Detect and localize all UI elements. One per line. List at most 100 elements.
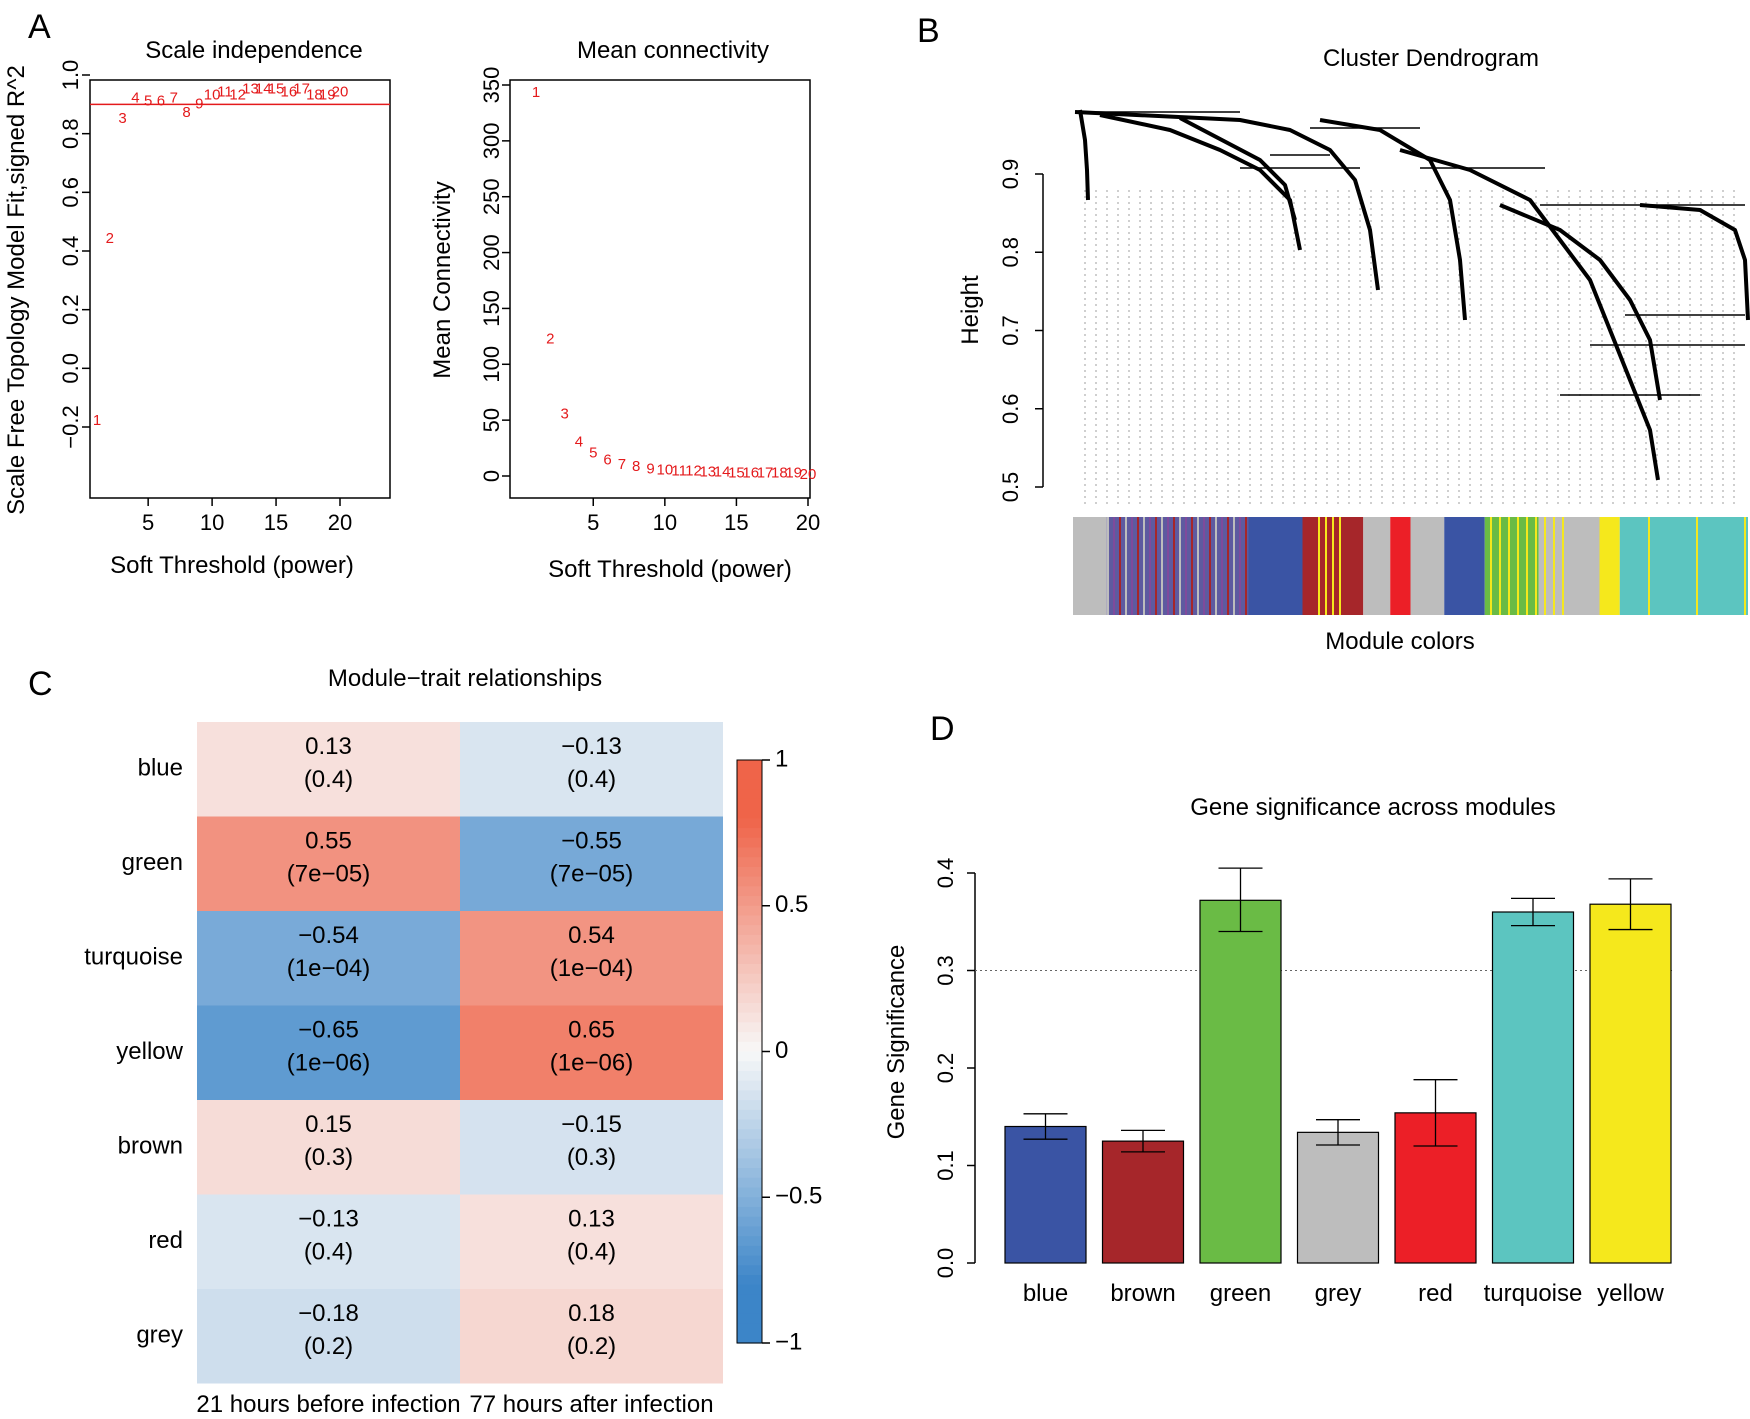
power-point: 13 (242, 81, 259, 98)
module-segment-blue (1444, 517, 1485, 615)
heatmap-cell (197, 1289, 460, 1384)
legend-swatch (737, 847, 762, 858)
module-stripe (1517, 517, 1519, 615)
correlation-value: 0.15 (305, 1111, 352, 1138)
power-point: 9 (195, 95, 203, 112)
legend-tick-label: −1 (775, 1328, 802, 1355)
module-stripe (1155, 517, 1157, 615)
power-point: 6 (157, 92, 165, 109)
gene-significance-x-labels: blue brown green grey red turquoise yellow (1023, 1280, 1665, 1307)
connectivity-point: 10 (656, 461, 673, 478)
column-label: 77 hours after infection (469, 1391, 713, 1418)
module-segment-green (1484, 517, 1539, 615)
dendrogram-branch (1179, 116, 1297, 221)
connectivity-point: 15 (728, 465, 745, 482)
p-value: (0.2) (304, 1333, 353, 1360)
y-tick-label: 200 (479, 234, 504, 271)
heatmap-cell (460, 816, 723, 911)
y-tick-label: 350 (479, 67, 504, 104)
legend-swatch (737, 993, 762, 1004)
legend-swatch (737, 905, 762, 917)
module-segment-turquoise (1619, 517, 1748, 615)
row-label-green: green (122, 849, 183, 876)
connectivity-point: 19 (785, 465, 802, 482)
module-stripe (1245, 517, 1247, 615)
mean-connectivity-y-axis: 0 50 100 150 200 250 300 350 (479, 67, 510, 482)
legend-swatch (737, 1032, 762, 1043)
dendrogram-ylabel: Height (957, 275, 984, 345)
gene-significance-y-axis: 0.0 0.1 0.2 0.3 0.4 (933, 858, 976, 1278)
dendrogram-branch (1319, 118, 1467, 321)
module-stripe (1562, 517, 1564, 615)
module-segment-yellow (1599, 517, 1620, 615)
connectivity-point: 9 (646, 460, 654, 477)
y-tick-label: 250 (479, 178, 504, 215)
connectivity-point: 5 (589, 445, 597, 462)
legend-swatch (737, 1168, 762, 1179)
legend-swatch (737, 1323, 762, 1334)
module-stripe (1149, 517, 1151, 615)
module-stripe (1185, 517, 1187, 615)
correlation-value: 0.54 (568, 922, 615, 949)
power-point: 2 (106, 230, 114, 247)
x-tick-label: 15 (264, 510, 288, 535)
scale-independence-x-axis: 5 10 15 20 (142, 498, 352, 535)
module-segment-grey (1363, 517, 1391, 615)
module-stripe (1508, 517, 1510, 615)
module-segment-grey (1410, 517, 1445, 615)
row-label-grey: grey (136, 1322, 183, 1349)
legend-swatch (737, 1022, 762, 1033)
power-point: 19 (319, 87, 336, 104)
legend-swatch (737, 954, 762, 965)
legend-swatch (737, 896, 762, 907)
heatmap-cell (460, 1100, 723, 1195)
x-label-turquoise: turquoise (1484, 1280, 1583, 1307)
dendrogram-y-axis: 0.5 0.6 0.7 0.8 0.9 (998, 159, 1044, 502)
module-stripe (1119, 517, 1121, 615)
module-segment-grey (1538, 517, 1600, 615)
power-point: 12 (229, 87, 246, 104)
legend-swatch (737, 1274, 762, 1286)
p-value: (0.4) (567, 766, 616, 793)
legend-swatch (737, 818, 762, 829)
correlation-value: −0.18 (298, 1300, 359, 1327)
power-point: 7 (170, 89, 178, 106)
power-point: 5 (144, 92, 152, 109)
legend-swatch (737, 1002, 762, 1014)
connectivity-point: 12 (685, 463, 702, 480)
legend-swatch (737, 760, 762, 771)
correlation-value: −0.55 (561, 828, 622, 855)
heatmap-cell (197, 1005, 460, 1100)
y-tick-label: 0.2 (58, 294, 83, 325)
heatmap-cell (460, 1194, 723, 1289)
power-point: 18 (306, 87, 323, 104)
x-label-blue: blue (1023, 1280, 1068, 1307)
legend-swatch (737, 798, 762, 810)
module-stripe (1191, 517, 1193, 615)
heatmap-row-labels: blue green turquoise yellow brown red grey (84, 755, 183, 1349)
legend-swatch (737, 1206, 762, 1218)
bar-grey (1296, 1131, 1380, 1264)
legend-swatch (737, 1255, 762, 1266)
heatmap-cell (460, 722, 723, 817)
legend-swatch (737, 1138, 762, 1150)
module-stripe (1600, 517, 1602, 615)
correlation-value: −0.15 (561, 1111, 622, 1138)
legend-swatch (737, 1333, 762, 1344)
x-tick-label: 5 (587, 510, 599, 535)
gene-significance-ylabel: Gene Significance (883, 945, 910, 1140)
module-stripe (1221, 517, 1223, 615)
correlation-value: 0.55 (305, 828, 352, 855)
p-value: (0.2) (567, 1333, 616, 1360)
power-point: 4 (131, 89, 139, 106)
mean-connectivity-plot-box (509, 79, 811, 499)
y-tick-label: 50 (479, 408, 504, 432)
module-stripe (1490, 517, 1492, 615)
row-label-turquoise: turquoise (84, 944, 183, 971)
row-label-brown: brown (118, 1133, 183, 1160)
x-label-yellow: yellow (1597, 1280, 1664, 1307)
legend-swatch (737, 857, 762, 868)
p-value: (1e−04) (287, 955, 370, 982)
p-value: (1e−04) (550, 955, 633, 982)
heatmap-cell (197, 722, 460, 817)
